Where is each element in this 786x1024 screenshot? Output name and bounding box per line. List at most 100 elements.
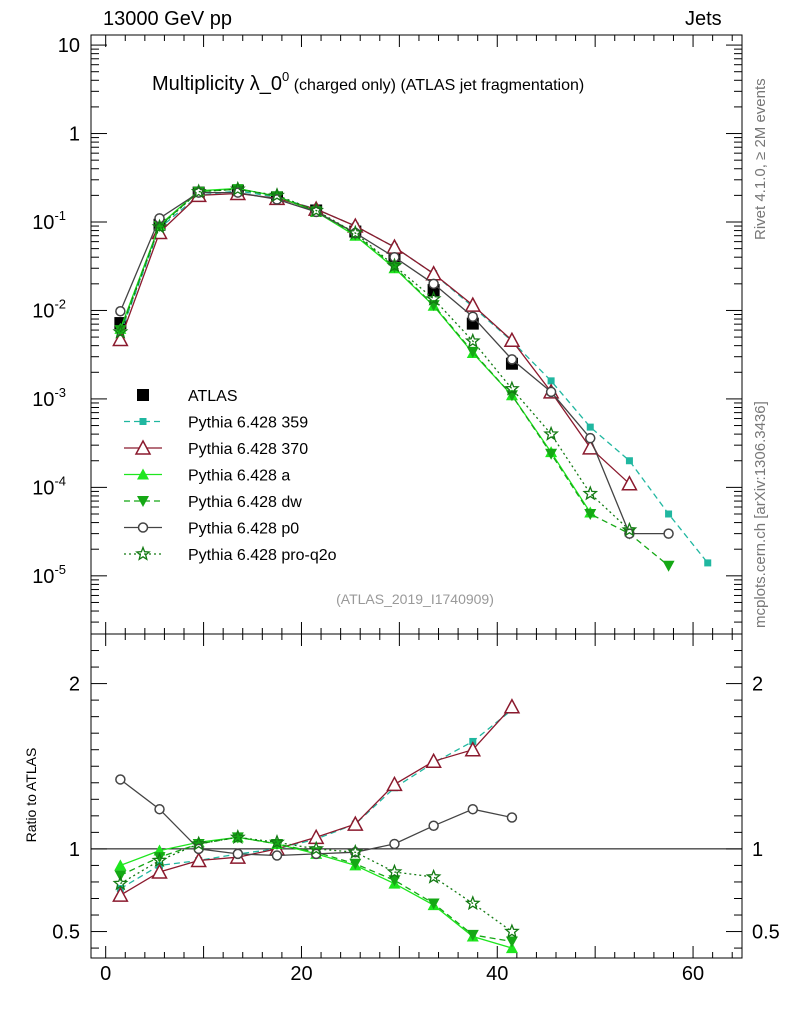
x-tick-label: 20 [290,963,312,985]
y-tick-label: 10-3 [32,385,66,411]
chart-title-suffix: (charged only) (ATLAS jet fragmentation) [289,77,584,94]
data-point-pp0 [154,213,165,224]
ratio-point-pq2o [190,835,207,851]
y-tick-label: 10-4 [32,473,66,499]
data-point-pdw [466,346,479,358]
ratio-point-p370 [112,886,129,902]
data-point-pp0 [271,194,283,205]
ratio-point-pp0 [154,803,165,815]
legend-marker-pq2o [135,545,151,561]
data-point-p370 [621,475,638,491]
data-point-pq2o [347,224,364,240]
legend-marker-pp0 [137,522,149,533]
ratio-y-tick-label: 1 [69,839,80,861]
data-point-pp0 [428,278,439,290]
legend-label-atlas: ATLAS [188,388,238,405]
ratio-point-p370 [425,752,442,769]
data-point-p370 [464,296,482,312]
legend-label-p370: Pythia 6.428 370 [188,441,308,458]
data-point-pdw [662,560,675,572]
legend-label-pq2o: Pythia 6.428 pro-q2o [188,547,337,564]
ratio-line-p359 [120,709,513,890]
x-tick-label: 60 [682,963,704,985]
data-point-pp0 [115,305,126,317]
y-tick-label: 1 [69,124,80,146]
ratio-point-pdw [427,898,440,910]
data-point-pq2o [425,290,442,306]
ratio-point-pp0 [193,843,204,855]
ratio-y-tick-label-right: 0.5 [752,922,780,944]
ratio-y-tick-label: 2 [69,674,80,696]
header-right: Jets [685,8,722,30]
ratio-line-pq2o [120,836,513,933]
ratio-point-p370 [503,698,521,714]
y-tick-label: 10-2 [32,296,66,322]
chart-title-sup: 0 [282,69,289,84]
data-point-pq2o [621,521,638,537]
ratio-point-pq2o [151,852,168,868]
legend-marker-atlas [137,389,149,401]
legend-label-pa: Pythia 6.428 a [188,468,290,485]
data-point-pq2o [386,257,403,273]
ratio-point-pq2o [504,923,520,939]
data-point-pq2o [112,323,129,339]
series-line-p370 [119,192,630,485]
ratio-point-pq2o [425,868,442,884]
ratio-y-tick-label: 0.5 [52,922,80,944]
data-point-pdw [584,509,597,521]
ratio-point-p370 [151,863,168,879]
data-point-p370 [386,238,403,254]
ratio-point-pq2o [269,833,285,849]
ratio-point-pp0 [389,838,400,850]
data-point-pp0 [506,354,518,365]
ratio-point-pp0 [232,848,244,860]
data-point-pq2o [504,380,520,396]
main-frame [90,34,743,635]
ratio-y-tick-label-right: 1 [752,839,763,861]
analysis-id: (ATLAS_2019_I1740909) [336,591,494,607]
data-point-pdw [545,448,558,460]
data-point-p359 [665,510,673,518]
ratio-line-p370 [120,706,513,896]
ratio-point-pp0 [467,803,479,815]
x-tick-label: 40 [486,963,508,985]
ratio-point-pp0 [506,812,518,823]
legend-label-pp0: Pythia 6.428 p0 [188,521,299,538]
ratio-point-pdw [466,929,479,941]
x-tick-label: 0 [100,963,111,985]
chart-title-main: Multiplicity λ_0 [152,73,282,95]
ratio-point-pa [114,859,127,871]
header-left: 13000 GeV pp [103,8,232,30]
y-tick-label: 10-5 [32,562,66,588]
data-point-pp0 [193,187,204,198]
data-point-p359 [625,457,633,465]
ratio-point-pq2o [464,895,481,911]
data-point-pq2o [582,485,599,501]
data-point-pp0 [467,311,479,322]
ratio-point-pq2o [386,863,403,879]
data-point-pp0 [389,251,400,263]
data-point-pq2o [464,332,481,348]
ratio-point-pp0 [271,850,283,861]
data-point-p370 [503,331,521,348]
ratio-frame [90,633,743,959]
ratio-point-p370 [347,815,364,831]
data-point-p370 [112,330,129,347]
data-point-pq2o [269,187,285,203]
data-point-p370 [425,265,442,281]
ratio-point-pq2o [308,840,324,856]
ratio-point-pp0 [115,774,126,785]
data-point-pq2o [229,180,246,196]
legend-label-p359: Pythia 6.428 359 [188,415,308,432]
data-point-p359 [704,559,712,567]
data-point-p359 [586,423,594,431]
data-point-pp0 [663,528,674,539]
legend: ATLAS Pythia 6.428 359 Pythia 6.428 370 Pyt… [124,388,337,564]
data-point-pq2o [151,218,168,234]
chart-title: Multiplicity λ_00 (charged only) (ATLAS … [152,69,584,95]
ratio-point-pdw [153,852,166,864]
ratio-ylabel: Ratio to ATLAS [23,748,39,843]
ratio-point-pq2o [229,828,246,845]
y-tick-label: 10-1 [32,208,66,234]
